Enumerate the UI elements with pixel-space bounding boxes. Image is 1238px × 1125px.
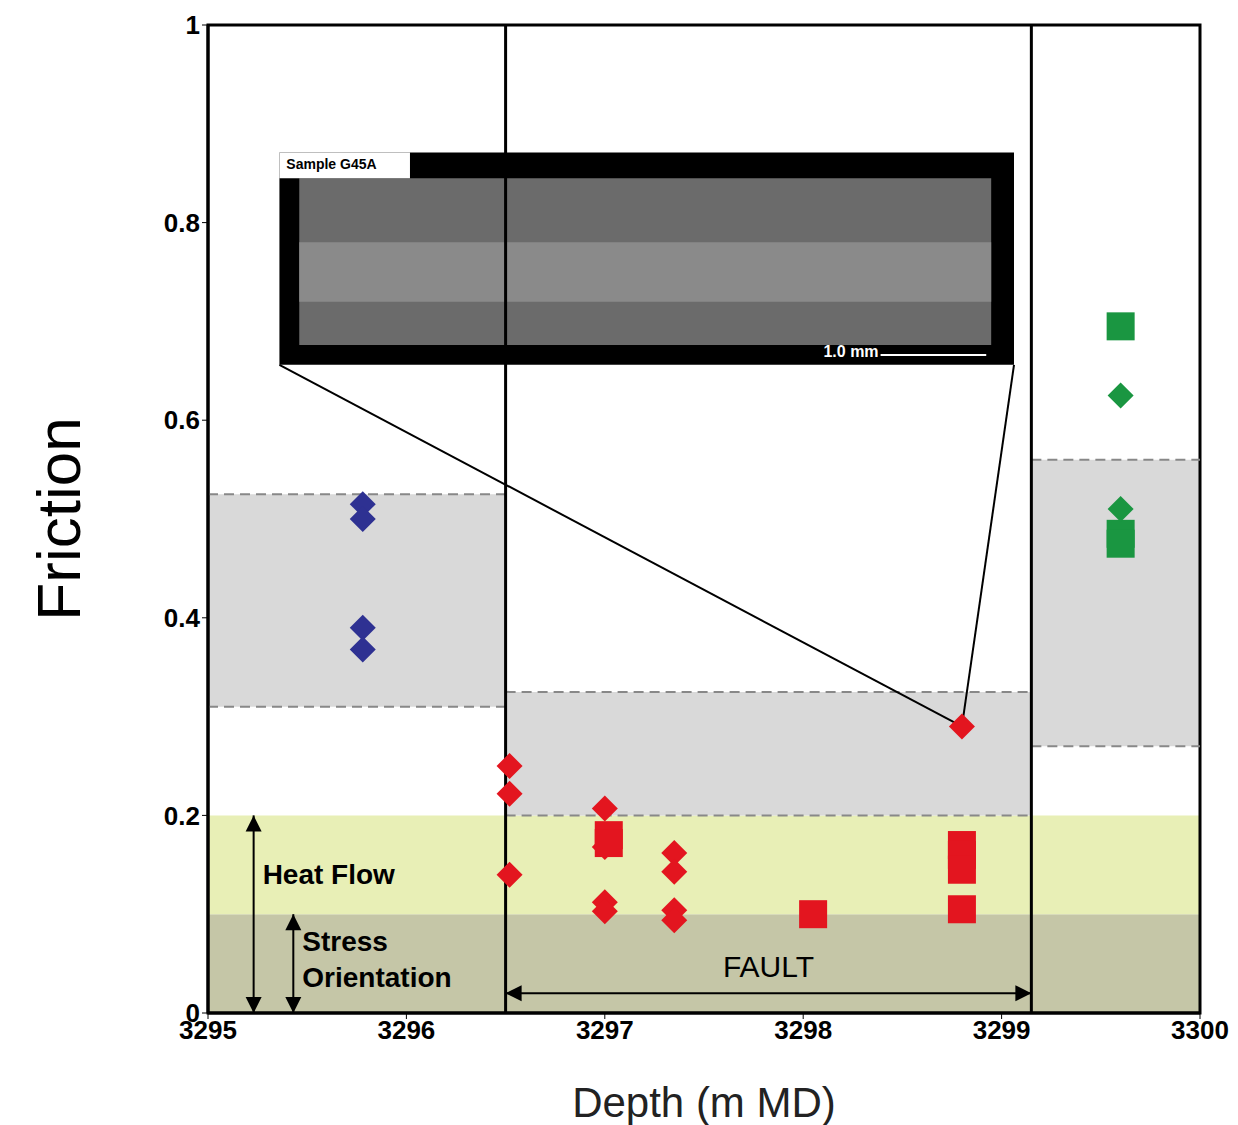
svg-text:0.4: 0.4 [164,603,201,633]
svg-text:Heat Flow: Heat Flow [263,859,395,890]
svg-text:StressOrientation: StressOrientation [302,926,451,993]
svg-text:0: 0 [186,998,200,1028]
svg-text:0.2: 0.2 [164,801,200,831]
svg-text:3295: 3295 [179,1015,237,1046]
svg-text:3297: 3297 [576,1015,634,1045]
svg-text:3300: 3300 [1171,1015,1229,1045]
svg-text:3298: 3298 [774,1015,832,1045]
svg-text:0.6: 0.6 [164,405,200,435]
svg-text:Depth (m MD): Depth (m MD) [572,1079,836,1125]
svg-text:0.8: 0.8 [164,208,200,238]
svg-text:1: 1 [186,10,200,40]
svg-text:FAULT: FAULT [723,949,814,982]
svg-text:Sample G45A: Sample G45A [286,156,376,172]
svg-text:Friction: Friction [24,417,93,620]
svg-text:1.0 mm: 1.0 mm [823,343,878,360]
svg-text:3296: 3296 [377,1015,435,1045]
svg-text:3299: 3299 [973,1015,1031,1045]
